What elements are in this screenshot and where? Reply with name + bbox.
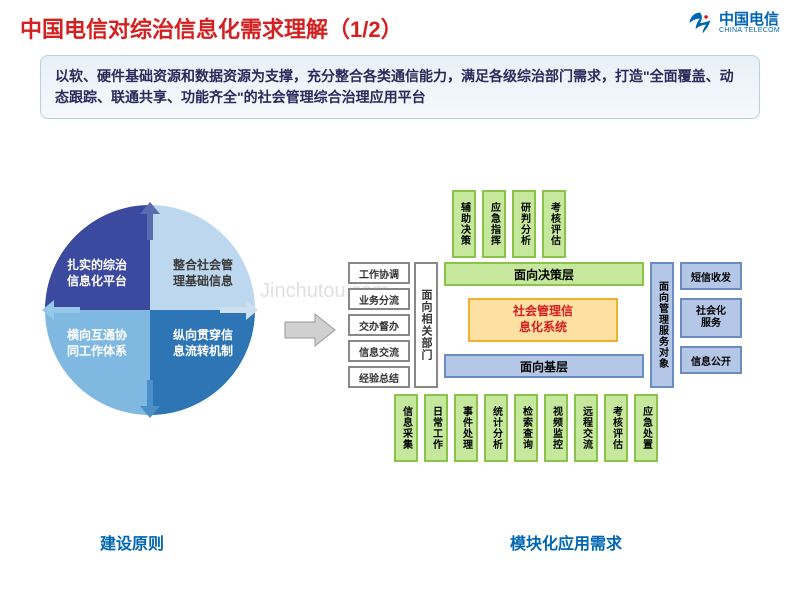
layer-right: 面向管理服务对象: [650, 262, 674, 388]
caption-right: 模块化应用需求: [510, 530, 622, 554]
bot-box-8: 应急处置: [634, 394, 658, 462]
bot-box-1: 日常工作: [424, 394, 448, 462]
logo-en: CHINA TELECOM: [719, 27, 780, 34]
left-box-2: 交办督办: [348, 314, 410, 336]
logo: 中国电信 CHINA TELECOM: [687, 10, 780, 36]
bot-box-6: 远程交流: [574, 394, 598, 462]
bot-box-2: 事件处理: [454, 394, 478, 462]
page-title: 中国电信对综治信息化需求理解（1/2）: [20, 12, 403, 44]
pie-q3: 横向互通协同工作体系: [52, 328, 142, 359]
top-box-1: 应急指挥: [482, 190, 506, 258]
left-box-3: 信息交流: [348, 340, 410, 362]
bot-box-4: 检索查询: [514, 394, 538, 462]
top-box-0: 辅助决策: [452, 190, 476, 258]
bot-box-5: 视频监控: [544, 394, 568, 462]
logo-cn: 中国电信: [719, 12, 780, 27]
top-box-3: 考核评估: [542, 190, 566, 258]
bot-box-3: 统计分析: [484, 394, 508, 462]
left-box-4: 经验总结: [348, 366, 410, 388]
bot-box-0: 信息采集: [394, 394, 418, 462]
layer-top: 面向决策层: [444, 262, 644, 286]
description-box: 以软、硬件基础资源和数据资源为支撑，充分整合各类通信能力，满足各级综治部门需求，…: [40, 55, 760, 119]
right-box-1: 社会化服务: [680, 298, 742, 338]
left-box-1: 业务分流: [348, 288, 410, 310]
pie-q4: 纵向贯穿信息流转机制: [158, 328, 248, 359]
pie-chart: 扎实的综治信息化平台 整合社会管理基础信息 横向互通协同工作体系 纵向贯穿信息流…: [40, 200, 260, 420]
center-box: 社会管理信息化系统: [468, 298, 618, 342]
top-box-2: 研判分析: [512, 190, 536, 258]
caption-left: 建设原则: [100, 530, 164, 554]
module-diagram: 辅助决策 应急指挥 研判分析 考核评估 面向决策层 工作协调 业务分流 交办督办…: [348, 190, 788, 520]
pie-q2: 整合社会管理基础信息: [158, 258, 248, 289]
pie-q1: 扎实的综治信息化平台: [52, 258, 142, 289]
bot-box-7: 考核评估: [604, 394, 628, 462]
layer-left: 面向相关部门: [414, 262, 438, 388]
right-box-0: 短信收发: [680, 262, 742, 290]
arrow-icon: [280, 310, 340, 350]
left-box-0: 工作协调: [348, 262, 410, 284]
layer-bottom: 面向基层: [444, 354, 644, 378]
telecom-logo-icon: [687, 10, 713, 36]
right-box-2: 信息公开: [680, 346, 742, 374]
